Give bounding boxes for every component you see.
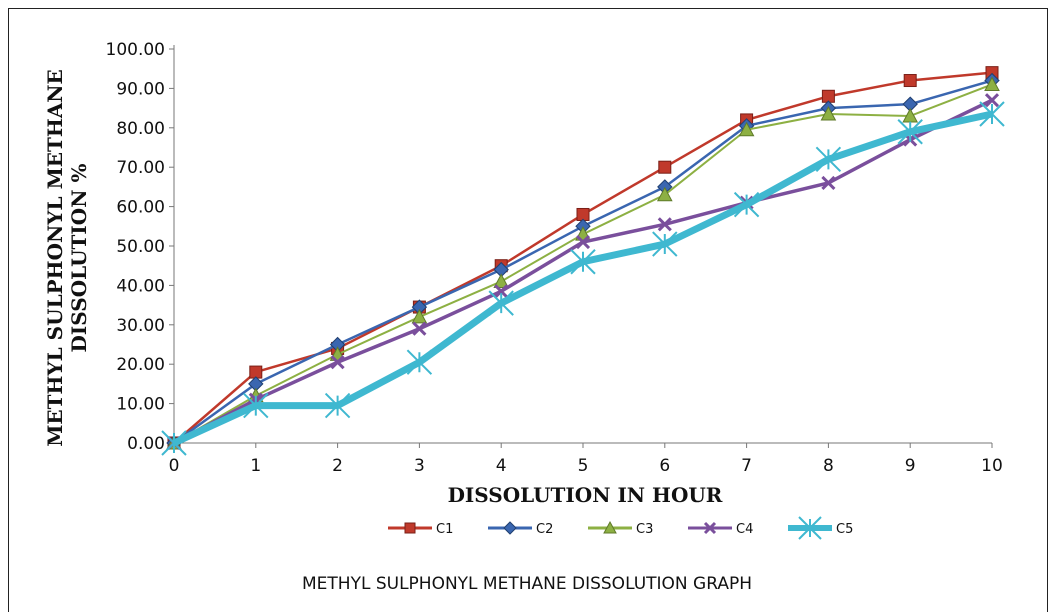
data-point-c5 — [897, 119, 923, 145]
y-tick-label: 50.00 — [116, 237, 165, 257]
data-point-c4 — [984, 93, 1000, 108]
y-tick-labels: 0.00 10.00 20.00 30.00 40.00 50.00 60.00 70.00 8… — [106, 40, 174, 454]
data-point-c5 — [161, 430, 187, 456]
data-point-c4 — [657, 217, 672, 232]
legend-item-c1: C1 — [388, 522, 453, 537]
y-tick-label: 20.00 — [116, 355, 165, 375]
series-line-c5 — [172, 110, 993, 447]
legend-label: C3 — [636, 522, 653, 537]
data-point-c4 — [330, 355, 345, 370]
data-point-c5 — [733, 191, 760, 218]
x-tick-labels: 0 1 2 3 4 5 6 7 8 9 10 — [169, 443, 1003, 476]
data-point-c3 — [984, 76, 1000, 91]
data-point-c1 — [658, 160, 672, 174]
legend-label: C2 — [536, 522, 553, 537]
x-tick-label: 3 — [414, 456, 425, 476]
data-point-c5 — [570, 249, 596, 275]
x-tick-label: 6 — [659, 456, 670, 476]
data-point-c5 — [979, 101, 1005, 127]
y-tick-label: 30.00 — [116, 316, 165, 336]
x-tick-label: 7 — [741, 456, 752, 476]
data-point-c1 — [903, 74, 917, 88]
data-point-c5 — [652, 231, 678, 257]
data-point-c5 — [243, 392, 269, 419]
x-tick-label: 0 — [169, 456, 180, 476]
x-tick-label: 2 — [332, 456, 343, 476]
x-tick-label: 9 — [905, 456, 916, 476]
x-tick-label: 1 — [250, 456, 261, 476]
y-tick-label: 10.00 — [116, 395, 165, 415]
chart-caption: METHYL SULPHONYL METHANE DISSOLUTION GRA… — [302, 574, 752, 594]
data-point-c5 — [324, 392, 351, 419]
data-point-c3 — [411, 308, 428, 324]
legend-marker — [703, 521, 717, 535]
data-point-c5 — [488, 290, 514, 316]
data-point-c4 — [575, 234, 591, 250]
data-point-c3 — [738, 121, 755, 137]
data-point-c4 — [821, 175, 836, 191]
y-tick-label: 40.00 — [116, 276, 165, 296]
legend-label: C1 — [436, 522, 453, 537]
data-point-c3 — [656, 186, 673, 202]
legend-marker — [603, 520, 617, 534]
data-point-c3 — [820, 105, 837, 121]
legend-item-c3: C3 — [588, 520, 653, 537]
data-point-c3 — [493, 273, 510, 288]
legend-item-c2: C2 — [488, 521, 553, 537]
y-tick-label: 100.00 — [106, 40, 165, 60]
legend-item-c5: C5 — [788, 516, 853, 540]
x-tick-label: 8 — [823, 456, 834, 476]
y-tick-label: 90.00 — [116, 79, 165, 99]
x-tick-label: 4 — [496, 456, 507, 476]
legend-marker — [503, 521, 517, 535]
y-tick-label: 80.00 — [116, 119, 165, 139]
legend: C1 C2 C3 C4 C5 — [388, 516, 853, 540]
x-tick-label: 10 — [981, 456, 1003, 476]
legend-label: C4 — [736, 522, 753, 537]
legend-marker — [404, 522, 416, 534]
y-tick-label: 0.00 — [127, 434, 165, 454]
data-point-c4 — [494, 284, 509, 299]
y-axis-title: METHYL SULPHONYL METHANEDISSOLUTION % — [43, 69, 91, 447]
y-tick-label: 70.00 — [116, 158, 165, 178]
series-c5 — [161, 101, 1005, 456]
x-axis-title: DISSOLUTION IN HOUR — [448, 483, 723, 507]
data-point-c5 — [406, 349, 433, 375]
y-tick-label: 60.00 — [116, 198, 165, 218]
legend-item-c4: C4 — [688, 521, 753, 537]
chart-frame — [8, 8, 1048, 612]
data-point-c4 — [412, 321, 427, 336]
legend-marker — [798, 516, 822, 540]
legend-label: C5 — [836, 522, 853, 537]
x-tick-label: 5 — [578, 456, 589, 476]
series-lines — [161, 66, 1005, 456]
data-point-c5 — [815, 146, 842, 173]
